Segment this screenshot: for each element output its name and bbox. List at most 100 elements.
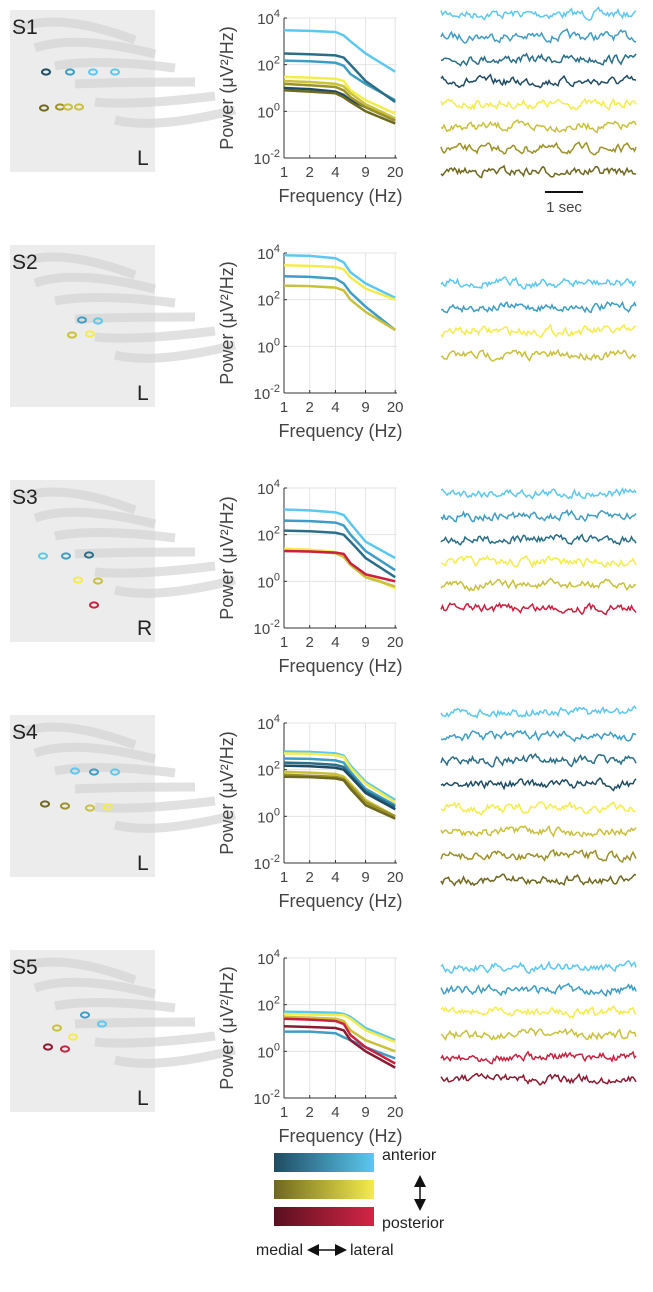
y-tick-label: 104 [257,713,280,733]
electrode [61,552,71,560]
panel: S5 L 10-2 100 102 104 1 2 4 9 20 Frequency (Hz) Powe… [10,948,637,1146]
eeg-trace [440,873,637,887]
spectrum-line [283,263,396,301]
y-tick-label: 102 [257,525,280,545]
eeg-trace [440,1027,637,1041]
brain-fold [54,57,176,73]
eeg-trace [440,28,636,44]
eeg-trace [440,982,637,998]
electrode [70,767,80,775]
electrode [65,68,75,76]
spectrum-line [283,1017,396,1065]
electrode [110,768,120,776]
brain-fold [113,575,237,598]
y-tick-label: 10-2 [254,148,280,168]
y-tick-label: 102 [257,995,280,1015]
eeg-trace [440,348,637,362]
subject-label: S4 [12,721,38,744]
eeg-trace [440,276,637,290]
x-tick-label: 4 [331,1104,339,1121]
brain-fold [33,272,157,294]
y-tick-label: 10-2 [254,383,280,403]
brain-fold [12,487,137,515]
y-tick-label: 104 [257,948,280,968]
legend-lateral: lateral [350,1242,394,1259]
spectrum-line [283,1024,396,1069]
spectrum-line [283,519,396,572]
electrode [73,576,83,584]
y-tick-label: 104 [257,243,280,263]
spectrum-line [283,764,396,811]
spectrum-line [283,752,396,804]
panel: S4 L 10-2 100 102 104 1 2 4 9 20 Frequency (Hz) Powe… [10,705,637,911]
x-tick-label: 4 [331,634,339,651]
electrode [84,551,94,559]
y-tick-label: 102 [257,760,280,780]
gradient-yellow [274,1180,374,1199]
gradient-red [274,1207,374,1226]
spectrum-line [283,508,396,560]
electrode [41,68,51,76]
brain-fold [54,997,176,1013]
spectrum-line [283,549,396,583]
subject-label: S5 [12,956,38,979]
y-axis-label: Power (μV²/Hz) [217,731,237,854]
y-tick-label: 100 [257,101,280,121]
spectrum-line [283,1015,396,1053]
eeg-trace [440,825,637,838]
brain-fold [74,77,196,89]
eeg-trace [440,119,637,134]
hemisphere-label: L [137,852,149,875]
electrode [39,104,49,112]
spectrum-line [283,770,396,818]
eeg-trace [440,848,637,864]
electrode [60,1045,70,1053]
brain-fold [94,326,216,343]
spectrum-line [283,79,396,120]
y-tick-label: 102 [257,55,280,75]
x-tick-label: 9 [361,1104,369,1121]
y-axis-label: Power (μV²/Hz) [217,26,237,149]
spectrum-line [283,757,396,807]
legend-anterior: anterior [382,1147,437,1164]
y-tick-label: 100 [257,571,280,591]
x-tick-label: 20 [387,869,404,886]
subject-label: S1 [12,16,38,39]
eeg-trace [440,1004,637,1019]
eeg-trace [440,164,637,179]
x-tick-label: 9 [361,399,369,416]
electrode [74,103,84,111]
electrode [67,331,77,339]
x-tick-label: 9 [361,164,369,181]
eeg-trace [440,959,637,975]
x-tick-label: 1 [280,164,288,181]
hemisphere-label: L [137,147,149,170]
hemisphere-label: L [137,1087,149,1110]
spectrum-line [283,284,396,332]
hemisphere-label: L [137,382,149,405]
electrode [103,803,113,811]
legend-medial: medial [256,1242,303,1259]
x-tick-label: 2 [306,399,314,416]
x-axis-label: Frequency (Hz) [278,186,402,206]
brain-fold [54,527,176,543]
brain-fold [94,1031,216,1048]
brain-fold [74,312,196,324]
brain-fold [113,340,237,363]
x-tick-label: 9 [361,634,369,651]
x-tick-label: 20 [387,634,404,651]
eeg-trace [440,729,637,743]
electrode [68,1033,78,1041]
eeg-trace [440,752,637,768]
electrode [63,103,73,111]
spectrum-line [283,775,396,820]
eeg-trace [440,6,637,22]
scale-bar-label: 1 sec [546,199,582,216]
electrode [40,800,50,808]
panel: S3 R 10-2 100 102 104 1 2 4 9 20 Frequency (Hz) Powe… [10,478,637,676]
y-tick-label: 10-2 [254,853,280,873]
brain-fold [74,547,196,559]
electrode [85,330,95,338]
gradient-blue [274,1153,374,1172]
